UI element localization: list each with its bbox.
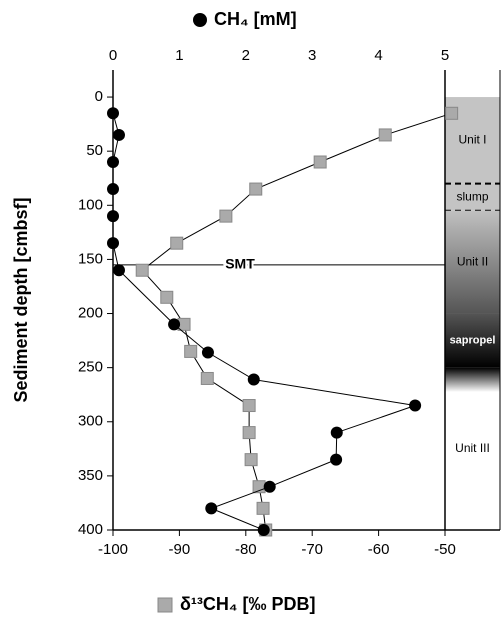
point xyxy=(330,453,343,466)
point xyxy=(107,156,119,168)
point xyxy=(107,210,119,223)
point xyxy=(247,373,260,386)
y-axis-label: Sediment depth [cmbsf] xyxy=(11,197,31,402)
x-tick-label: -70 xyxy=(301,541,323,558)
point xyxy=(112,264,125,277)
point xyxy=(378,128,392,142)
unit-label: Unit II xyxy=(457,254,488,268)
y-tick-label: 50 xyxy=(86,142,103,159)
legend-label: δ¹³CH₄ [‰ PDB] xyxy=(180,594,315,614)
unit-label: Unit I xyxy=(458,133,486,147)
point xyxy=(107,183,119,196)
y-tick-label: 250 xyxy=(78,359,103,376)
legend-marker xyxy=(193,13,207,27)
point xyxy=(170,236,184,250)
point xyxy=(330,426,343,439)
legend-label: CH₄ [mM] xyxy=(214,9,297,29)
x-tick-label: -60 xyxy=(368,541,390,558)
x-tick-label: -50 xyxy=(434,541,456,558)
point xyxy=(200,371,214,385)
point xyxy=(219,209,233,223)
x2-tick-label: 5 xyxy=(441,47,449,64)
point xyxy=(184,344,198,358)
y-tick-label: 100 xyxy=(78,196,103,213)
point xyxy=(168,318,181,331)
y-tick-label: 200 xyxy=(78,304,103,321)
unit-label: sapropel xyxy=(450,334,496,346)
point xyxy=(257,524,270,536)
unit-label: Unit III xyxy=(455,441,490,455)
point xyxy=(313,155,327,169)
point xyxy=(135,263,149,277)
legend-marker xyxy=(157,597,173,613)
x2-tick-label: 4 xyxy=(374,47,382,64)
x-tick-label: -100 xyxy=(98,541,128,558)
x2-tick-label: 2 xyxy=(242,47,250,64)
point xyxy=(160,290,174,304)
y-tick-label: 400 xyxy=(78,521,103,538)
point xyxy=(201,346,214,359)
point xyxy=(244,453,258,467)
column-unit xyxy=(445,210,500,314)
y-tick-label: 300 xyxy=(78,413,103,430)
point xyxy=(242,399,256,413)
point xyxy=(445,106,459,120)
y-tick-label: 0 xyxy=(95,88,103,105)
x2-tick-label: 0 xyxy=(109,47,117,64)
point xyxy=(107,237,119,250)
series-line xyxy=(112,113,416,531)
x2-tick-label: 3 xyxy=(308,47,316,64)
y-tick-label: 150 xyxy=(78,250,103,267)
point xyxy=(112,128,125,141)
point xyxy=(256,501,270,515)
point xyxy=(107,107,119,120)
x2-tick-label: 1 xyxy=(175,47,183,64)
column-unit xyxy=(445,313,500,368)
y-tick-label: 350 xyxy=(78,467,103,484)
point xyxy=(263,480,276,493)
x-tick-label: -80 xyxy=(235,541,257,558)
x-tick-label: -90 xyxy=(169,541,191,558)
smt-label: SMT xyxy=(225,256,255,272)
point xyxy=(409,399,422,412)
column-unit xyxy=(445,367,500,530)
point xyxy=(249,182,263,196)
point xyxy=(205,502,218,515)
point xyxy=(242,426,256,440)
column-unit xyxy=(445,183,500,211)
unit-label: slump xyxy=(456,189,488,203)
